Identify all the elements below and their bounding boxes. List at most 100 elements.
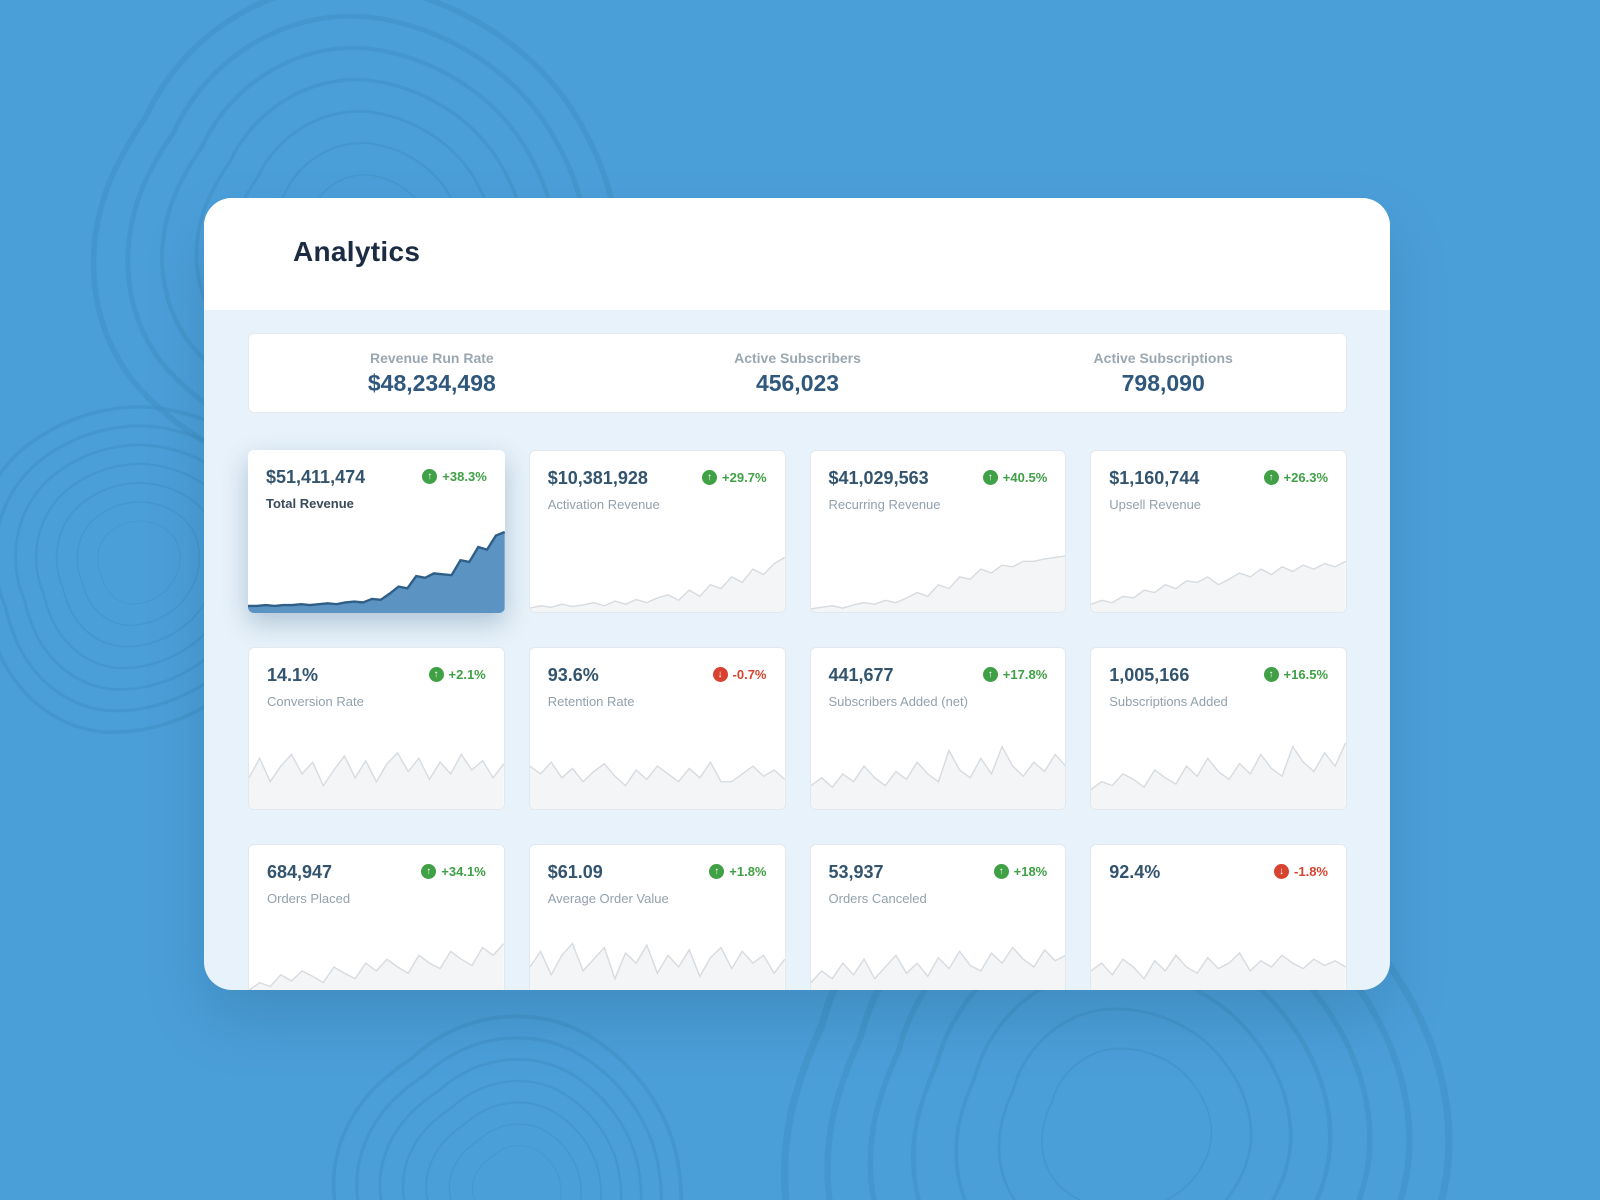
sparkline-chart — [529, 534, 785, 612]
summary-label: Active Subscribers — [734, 349, 861, 366]
trend-delta: +40.5% — [1002, 470, 1048, 485]
trend-badge: ↑ +29.7% — [702, 470, 767, 485]
metric-card[interactable]: 92.4% ↓ -1.8% — [1090, 844, 1347, 990]
metric-label: Orders Canceled — [828, 891, 927, 906]
trend-badge: ↑ +34.1% — [421, 864, 486, 879]
sparkline-chart — [810, 731, 1066, 809]
arrow-up-circle-icon: ↑ — [421, 864, 437, 879]
sparkline-chart — [1091, 534, 1346, 612]
arrow-up-circle-icon: ↑ — [1263, 667, 1279, 682]
metric-card[interactable]: $41,029,563 ↑ +40.5% Recurring Revenue — [809, 450, 1067, 613]
metric-card[interactable]: $61.09 ↑ +1.8% Average Order Value — [528, 844, 786, 990]
trend-delta: -0.7% — [732, 667, 767, 682]
metric-card-top: $41,029,563 ↑ +40.5% — [829, 468, 1048, 489]
trend-delta: +2.1% — [448, 667, 486, 682]
trend-badge: ↑ +26.3% — [1263, 470, 1328, 485]
metric-label: Upsell Revenue — [1109, 497, 1202, 512]
metric-label: Subscribers Added (net) — [828, 694, 968, 709]
metric-value: 53,937 — [828, 862, 884, 882]
metric-card[interactable]: 441,677 ↑ +17.8% Subscribers Added (net) — [809, 647, 1067, 810]
summary-value: 798,090 — [1121, 369, 1205, 396]
metric-card[interactable]: 14.1% ↑ +2.1% Conversion Rate — [248, 647, 505, 810]
trend-delta: +1.8% — [729, 864, 767, 879]
sparkline-chart — [249, 928, 504, 990]
sparkline-chart — [1091, 928, 1346, 990]
metric-label: Orders Placed — [267, 891, 351, 906]
trend-delta: +38.3% — [442, 469, 487, 484]
metric-card-top: 14.1% ↑ +2.1% — [267, 665, 486, 686]
metric-card[interactable]: 53,937 ↑ +18% Orders Canceled — [809, 844, 1067, 990]
sparkline-chart — [529, 928, 785, 990]
sparkline-chart — [249, 731, 504, 809]
summary-item-active-subscribers: Active Subscribers 456,023 — [615, 350, 981, 397]
trend-badge: ↑ +1.8% — [709, 864, 767, 879]
arrow-up-circle-icon: ↑ — [982, 667, 998, 682]
metric-value: $51,411,474 — [266, 467, 366, 487]
metric-label: Activation Revenue — [547, 497, 660, 512]
metric-value: 14.1% — [267, 665, 319, 685]
metric-card-top: $51,411,474 ↑ +38.3% — [266, 467, 487, 488]
sparkline-chart — [810, 534, 1066, 612]
trend-delta: +34.1% — [441, 864, 486, 879]
trend-badge: ↑ +17.8% — [982, 667, 1048, 682]
trend-delta: +26.3% — [1283, 470, 1328, 485]
trend-badge: ↑ +2.1% — [428, 667, 486, 682]
arrow-down-circle-icon: ↓ — [712, 667, 728, 682]
metric-value: 441,677 — [828, 665, 894, 685]
summary-value: 456,023 — [755, 369, 840, 396]
arrow-up-circle-icon: ↑ — [702, 470, 718, 485]
summary-label: Active Subscriptions — [1093, 349, 1233, 366]
arrow-up-circle-icon: ↑ — [422, 469, 438, 484]
metric-card[interactable]: $10,381,928 ↑ +29.7% Activation Revenue — [528, 450, 786, 613]
panel-content: Revenue Run Rate $48,234,498 Active Subs… — [204, 310, 1390, 990]
metric-card-top: $61.09 ↑ +1.8% — [548, 862, 767, 883]
metric-value: $1,160,744 — [1109, 468, 1200, 488]
arrow-up-circle-icon: ↑ — [993, 864, 1009, 879]
summary-item-revenue-run-rate: Revenue Run Rate $48,234,498 — [249, 350, 615, 397]
arrow-up-circle-icon: ↑ — [709, 864, 725, 879]
metric-value: 1,005,166 — [1109, 665, 1190, 685]
trend-delta: -1.8% — [1294, 864, 1328, 879]
metric-value: $41,029,563 — [828, 468, 929, 488]
arrow-up-circle-icon: ↑ — [428, 667, 444, 682]
trend-delta: +17.8% — [1002, 667, 1048, 682]
trend-delta: +29.7% — [722, 470, 767, 485]
metric-label: Average Order Value — [547, 891, 669, 906]
metric-card-top: 93.6% ↓ -0.7% — [548, 665, 767, 686]
arrow-down-circle-icon: ↓ — [1274, 864, 1290, 879]
summary-bar: Revenue Run Rate $48,234,498 Active Subs… — [248, 333, 1347, 413]
metric-label: Conversion Rate — [267, 694, 364, 709]
metric-card-top: 53,937 ↑ +18% — [829, 862, 1048, 883]
metric-label: Subscriptions Added — [1109, 694, 1228, 709]
panel-header: Analytics — [204, 198, 1390, 310]
metric-card[interactable]: 93.6% ↓ -0.7% Retention Rate — [528, 647, 786, 810]
metric-value: 93.6% — [547, 665, 599, 685]
metric-card-top: 441,677 ↑ +17.8% — [829, 665, 1048, 686]
analytics-panel: Analytics Revenue Run Rate $48,234,498 A… — [204, 198, 1390, 990]
trend-badge: ↓ -1.8% — [1274, 864, 1328, 879]
summary-value: $48,234,498 — [367, 369, 496, 396]
metric-card-top: $1,160,744 ↑ +26.3% — [1109, 468, 1328, 489]
arrow-up-circle-icon: ↑ — [982, 470, 998, 485]
trend-badge: ↑ +40.5% — [982, 470, 1048, 485]
page-title: Analytics — [293, 236, 421, 267]
metric-card-top: 1,005,166 ↑ +16.5% — [1109, 665, 1328, 686]
trend-delta: +16.5% — [1283, 667, 1328, 682]
metric-value: $61.09 — [547, 862, 603, 882]
sparkline-chart — [810, 928, 1066, 990]
metric-card[interactable]: $1,160,744 ↑ +26.3% Upsell Revenue — [1090, 450, 1347, 613]
summary-label: Revenue Run Rate — [369, 349, 494, 366]
arrow-up-circle-icon: ↑ — [1263, 470, 1279, 485]
metric-card-top: 684,947 ↑ +34.1% — [267, 862, 486, 883]
metric-label: Recurring Revenue — [828, 497, 941, 512]
metric-card[interactable]: 1,005,166 ↑ +16.5% Subscriptions Added — [1090, 647, 1347, 810]
summary-item-active-subscriptions: Active Subscriptions 798,090 — [980, 350, 1346, 397]
metric-card[interactable]: 684,947 ↑ +34.1% Orders Placed — [248, 844, 505, 990]
metric-value: 684,947 — [267, 862, 333, 882]
metric-card-top: 92.4% ↓ -1.8% — [1109, 862, 1328, 883]
metric-value: 92.4% — [1109, 862, 1161, 882]
metric-card[interactable]: $51,411,474 ↑ +38.3% Total Revenue — [248, 450, 505, 613]
sparkline-chart — [1091, 731, 1346, 809]
metric-label: Total Revenue — [266, 496, 354, 511]
metric-label: Retention Rate — [547, 694, 635, 709]
